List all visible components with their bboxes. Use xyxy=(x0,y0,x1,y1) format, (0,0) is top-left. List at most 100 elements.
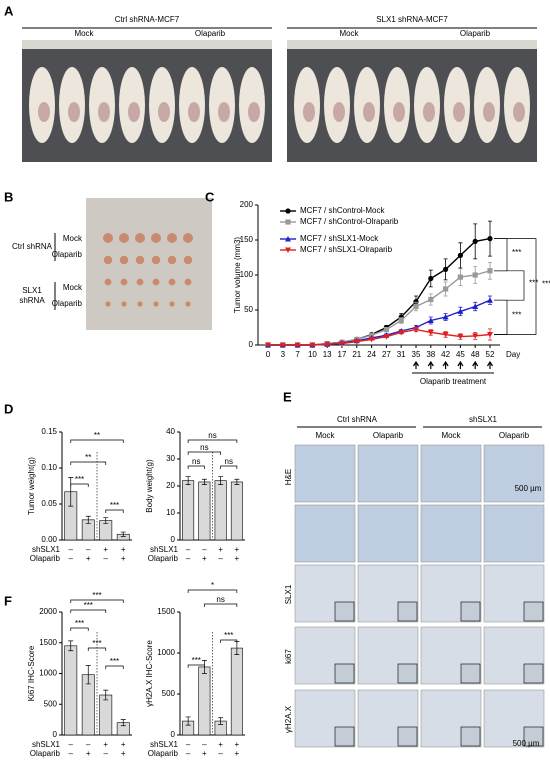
sig-bracket xyxy=(494,299,508,335)
x-tick-label: 52 xyxy=(486,350,495,359)
tumor xyxy=(183,233,193,243)
x-tick-label: 42 xyxy=(441,350,450,359)
group-row-value: – xyxy=(186,749,191,758)
tumor-site xyxy=(393,102,405,122)
marker xyxy=(285,236,291,242)
group-row-value: + xyxy=(235,740,240,749)
x-tick-label: 13 xyxy=(323,350,332,359)
group-row-value: + xyxy=(86,554,91,563)
y-tick-label: 0 xyxy=(249,340,254,349)
group-row-value: – xyxy=(186,554,191,563)
group-label: Mock xyxy=(339,29,359,38)
group-row-value: – xyxy=(202,545,207,554)
sig-label: ns xyxy=(216,595,224,604)
tumor-site xyxy=(453,102,465,122)
tumor-site xyxy=(363,102,375,122)
marker xyxy=(265,342,271,348)
sig-bracket xyxy=(70,439,124,443)
tumor-site xyxy=(158,102,170,122)
inset xyxy=(460,663,481,684)
x-tick-label: 10 xyxy=(308,350,317,359)
y-tick-label: 40 xyxy=(166,427,175,436)
marker xyxy=(427,329,434,336)
x-tick-label: 48 xyxy=(471,350,480,359)
tumor xyxy=(184,278,192,286)
column-label: Mock xyxy=(441,431,461,440)
marker xyxy=(285,247,291,253)
error-bar xyxy=(218,476,224,485)
sig-label: ns xyxy=(208,431,216,440)
group-row-value: – xyxy=(69,740,74,749)
bar xyxy=(198,666,211,736)
marker xyxy=(285,208,291,214)
group-label: shSLX1 xyxy=(469,415,498,424)
x-tick-label: 17 xyxy=(338,350,347,359)
sig-bracket xyxy=(70,483,89,487)
tumor-site xyxy=(68,102,80,122)
y-tick-label: 0.10 xyxy=(41,463,57,472)
group-label: Ctrl shRNA xyxy=(12,242,53,251)
panel-letter: C xyxy=(205,189,215,204)
group-row-label: Olaparib xyxy=(30,554,61,563)
marker xyxy=(285,219,291,225)
y-tick-label: 200 xyxy=(240,200,254,209)
sig-label: * xyxy=(211,581,214,590)
group-row-value: – xyxy=(69,554,74,563)
y-tick-label: 50 xyxy=(244,305,253,314)
sig-label: ns xyxy=(200,443,208,452)
series-line xyxy=(268,328,491,346)
y-tick-label: 1000 xyxy=(157,648,175,657)
ruler xyxy=(22,40,272,49)
treatment-arrow xyxy=(457,360,464,369)
sig-label: *** xyxy=(512,310,521,319)
bar xyxy=(198,481,211,541)
column-label: Olaparib xyxy=(373,431,404,440)
tumor xyxy=(120,278,128,286)
y-axis-label: Tumor volume (mm3) xyxy=(233,237,242,313)
tumor xyxy=(119,255,129,265)
y-tick-label: 0.15 xyxy=(41,427,57,436)
error-bar xyxy=(120,531,126,537)
tumor-site xyxy=(248,102,260,122)
marker xyxy=(339,341,345,347)
sig-label: *** xyxy=(110,501,119,510)
group-row-label: Olaparib xyxy=(148,749,179,758)
marker xyxy=(428,296,434,303)
sig-bracket xyxy=(70,609,107,613)
marker xyxy=(457,252,463,258)
tumor-site xyxy=(423,102,435,122)
marker xyxy=(487,268,493,274)
error-bar xyxy=(103,517,109,524)
tumor xyxy=(183,255,193,265)
sig-bracket xyxy=(87,647,107,651)
group-row-value: – xyxy=(186,545,191,554)
sig-bracket xyxy=(187,589,238,593)
x-tick-label: 45 xyxy=(456,350,465,359)
tumor xyxy=(135,255,145,265)
marker xyxy=(353,339,360,345)
group-row-label: shSLX1 xyxy=(32,545,61,554)
marker xyxy=(472,303,479,309)
marker xyxy=(487,332,493,338)
sig-bracket xyxy=(187,465,205,469)
tumor xyxy=(151,255,161,265)
marker xyxy=(398,317,404,324)
column-label: Olaparib xyxy=(499,431,530,440)
marker xyxy=(442,332,449,338)
row-label: SLX1 xyxy=(284,584,293,604)
panel-letter: B xyxy=(4,189,13,204)
marker xyxy=(472,272,478,278)
marker xyxy=(294,342,301,348)
row-label: Olaparib xyxy=(52,299,83,308)
panel-letter: E xyxy=(283,389,292,404)
sig-bracket xyxy=(204,603,238,607)
marker xyxy=(472,333,479,339)
marker xyxy=(398,329,405,336)
sig-bracket xyxy=(494,270,525,301)
inset xyxy=(460,726,481,747)
inset xyxy=(334,726,355,747)
y-tick-label: 150 xyxy=(240,235,254,244)
tumor xyxy=(135,233,145,243)
marker xyxy=(487,236,493,242)
treatment-label: Olaparib treatment xyxy=(420,377,487,386)
